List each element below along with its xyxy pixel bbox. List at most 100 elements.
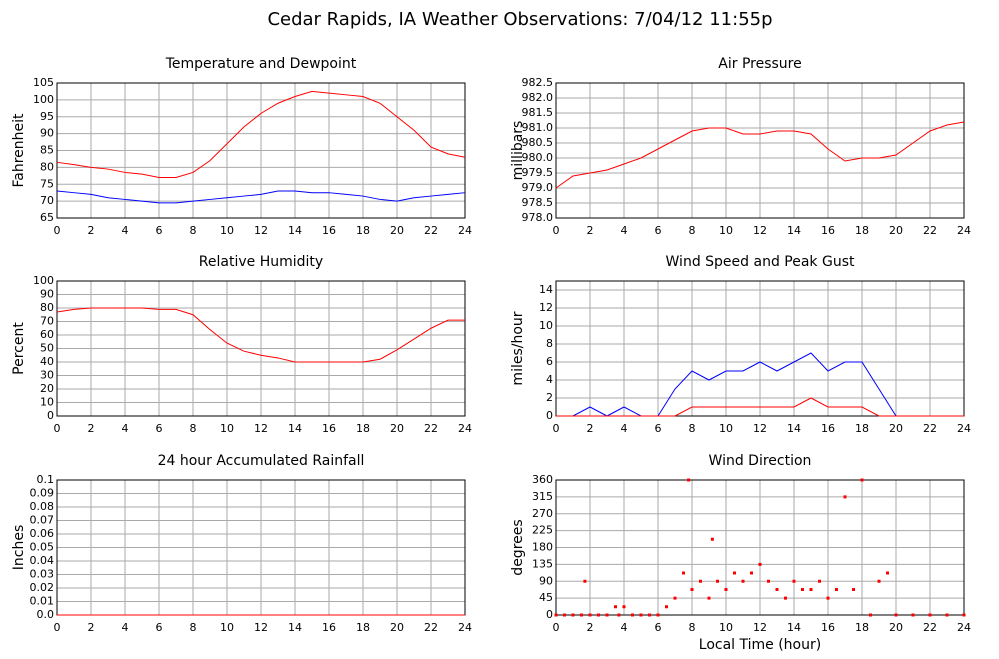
y-tick-label: 981.5	[522, 106, 554, 119]
x-tick-label: 10	[719, 422, 733, 435]
y-tick-label: 90	[40, 288, 54, 301]
y-tick-label: 0.05	[30, 541, 55, 554]
y-tick-label: 978.0	[522, 211, 554, 224]
y-axis-label: Fahrenheit	[11, 113, 27, 188]
point	[597, 613, 600, 617]
point	[571, 613, 575, 617]
x-tick-label: 24	[458, 224, 472, 237]
x-tick-label: 20	[390, 621, 404, 634]
y-axis-label: Inches	[11, 525, 27, 570]
chart-title: Air Pressure	[718, 56, 801, 72]
plot-frame	[555, 82, 965, 219]
x-tick-label: 2	[587, 224, 594, 237]
x-tick-label: 8	[190, 224, 197, 237]
x-tick-label: 22	[923, 224, 937, 237]
point	[622, 605, 626, 609]
x-tick-label: 6	[156, 224, 163, 237]
y-tick-label: 90	[539, 574, 553, 587]
y-tick-label: 0.08	[30, 500, 55, 513]
x-tick-label: 22	[923, 422, 937, 435]
y-tick-label: 360	[532, 473, 553, 486]
y-tick-label: 2	[546, 391, 553, 404]
y-tick-label: 0.06	[30, 527, 55, 540]
y-tick-label: 979.0	[522, 181, 554, 194]
point	[928, 613, 932, 617]
x-tick-label: 10	[220, 621, 234, 634]
y-tick-label: 0.01	[30, 595, 55, 608]
point	[784, 596, 787, 600]
y-tick-label: 0.09	[30, 487, 55, 500]
y-tick-label: 6	[546, 355, 553, 368]
x-tick-label: 4	[122, 422, 129, 435]
point	[826, 596, 830, 600]
x-tick-label: 4	[621, 621, 628, 634]
y-tick-label: 0	[47, 409, 54, 422]
x-tick-label: 16	[821, 621, 835, 634]
y-tick-label: 982.5	[522, 76, 554, 89]
x-tick-label: 14	[787, 422, 801, 435]
x-tick-label: 16	[821, 224, 835, 237]
y-tick-label: 40	[40, 355, 54, 368]
point	[716, 579, 719, 583]
plot-frame	[56, 280, 466, 417]
point	[835, 588, 838, 591]
chart-title: Wind Direction	[709, 453, 812, 469]
y-tick-label: 70	[40, 315, 54, 328]
point	[639, 613, 643, 617]
y-tick-label: 60	[40, 328, 54, 341]
x-tick-label: 22	[923, 621, 937, 634]
y-tick-label: 4	[546, 373, 553, 386]
y-axis-label: Percent	[11, 322, 27, 375]
y-tick-label: 50	[40, 342, 54, 355]
x-tick-label: 18	[855, 422, 869, 435]
point	[580, 613, 583, 617]
y-tick-label: 65	[40, 211, 54, 224]
point	[617, 613, 621, 617]
point	[852, 588, 855, 591]
line	[556, 397, 964, 417]
y-tick-label: 0.0	[37, 608, 55, 621]
point	[758, 562, 762, 566]
point	[554, 613, 558, 617]
y-tick-label: 0.02	[30, 581, 55, 594]
point	[656, 613, 660, 617]
y-tick-label: 270	[532, 507, 553, 520]
y-tick-label: 978.5	[522, 196, 554, 209]
x-tick-label: 2	[587, 422, 594, 435]
x-tick-label: 10	[220, 422, 234, 435]
y-tick-label: 981.0	[522, 121, 554, 134]
chart-title: Temperature and Dewpoint	[165, 56, 357, 72]
line	[56, 190, 466, 204]
y-tick-label: 982.0	[522, 91, 554, 104]
point	[682, 571, 685, 575]
y-tick-label: 10	[539, 319, 553, 332]
x-tick-label: 14	[787, 621, 801, 634]
x-tick-label: 24	[957, 422, 971, 435]
chart-title: Wind Speed and Peak Gust	[666, 254, 855, 270]
point	[631, 613, 634, 617]
x-tick-label: 18	[356, 422, 370, 435]
x-tick-label: 8	[689, 621, 696, 634]
x-tick-label: 12	[254, 224, 268, 237]
point	[911, 613, 915, 617]
point	[583, 579, 587, 583]
x-tick-label: 10	[220, 224, 234, 237]
y-tick-label: 135	[532, 557, 553, 570]
line	[56, 90, 466, 178]
x-tick-label: 22	[424, 422, 438, 435]
point	[665, 605, 668, 609]
x-tick-label: 14	[787, 224, 801, 237]
y-tick-label: 0.1	[37, 473, 55, 486]
y-tick-label: 75	[40, 177, 54, 190]
x-tick-label: 0	[54, 422, 61, 435]
x-tick-label: 8	[190, 621, 197, 634]
y-tick-label: 14	[539, 283, 553, 296]
point	[818, 579, 821, 583]
x-tick-label: 4	[621, 224, 628, 237]
x-tick-label: 8	[190, 422, 197, 435]
x-tick-label: 0	[553, 621, 560, 634]
x-tick-label: 12	[254, 422, 268, 435]
point	[792, 579, 796, 583]
point	[588, 613, 592, 617]
point	[741, 579, 745, 583]
